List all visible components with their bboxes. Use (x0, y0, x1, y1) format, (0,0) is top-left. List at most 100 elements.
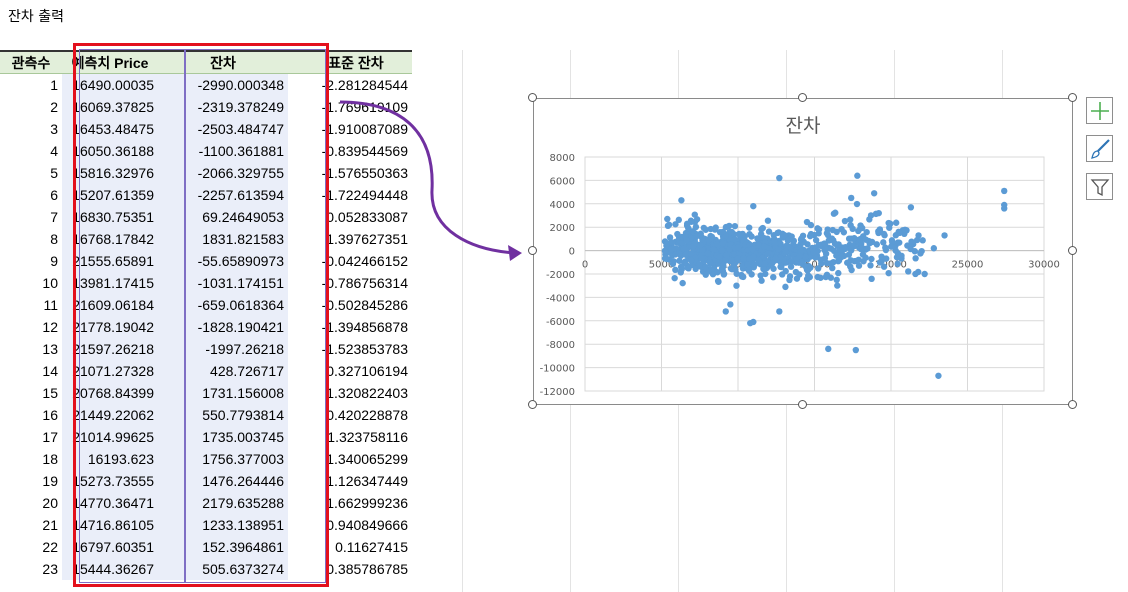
cell-res[interactable]: 550.7793814 (158, 404, 288, 426)
cell-obs[interactable]: 16 (42, 407, 58, 423)
cell-pred[interactable]: 13981.17415 (62, 272, 158, 294)
scatter-point[interactable] (757, 272, 764, 279)
scatter-point[interactable] (825, 345, 832, 353)
scatter-point[interactable] (786, 276, 793, 284)
cell-obs[interactable]: 6 (50, 187, 58, 203)
cell-pred[interactable]: 15273.73555 (62, 470, 158, 492)
cell-res[interactable]: -2066.329755 (158, 162, 288, 184)
resize-handle-s[interactable] (798, 400, 807, 409)
scatter-point[interactable] (664, 215, 671, 223)
cell-res[interactable]: -1031.174151 (158, 272, 288, 294)
scatter-point[interactable] (834, 282, 841, 289)
scatter-point[interactable] (876, 226, 884, 233)
scatter-point[interactable] (888, 243, 895, 250)
scatter-point[interactable] (796, 252, 804, 260)
scatter-point[interactable] (1001, 187, 1008, 195)
scatter-point[interactable] (815, 241, 823, 249)
scatter-point[interactable] (747, 319, 754, 327)
scatter-point[interactable] (688, 257, 695, 264)
scatter-point[interactable] (885, 219, 892, 227)
scatter-point[interactable] (663, 255, 670, 263)
scatter-point[interactable] (744, 261, 751, 268)
scatter-point[interactable] (778, 263, 785, 271)
cell-obs[interactable]: 19 (42, 473, 58, 489)
scatter-point[interactable] (725, 222, 733, 230)
resize-handle-se[interactable] (1068, 400, 1077, 409)
cell-std[interactable]: 1.320822403 (326, 385, 408, 401)
scatter-point[interactable] (740, 255, 748, 262)
scatter-point[interactable] (693, 233, 700, 240)
scatter-point[interactable] (901, 226, 909, 234)
scatter-point[interactable] (835, 269, 842, 277)
scatter-point[interactable] (720, 271, 727, 278)
scatter-point[interactable] (908, 238, 915, 245)
scatter-point[interactable] (907, 204, 915, 211)
scatter-point[interactable] (731, 251, 738, 258)
scatter-point[interactable] (913, 236, 921, 244)
scatter-point[interactable] (719, 239, 727, 247)
scatter-point[interactable] (817, 274, 824, 281)
scatter-point[interactable] (687, 250, 695, 257)
scatter-point[interactable] (746, 224, 753, 231)
scatter-point[interactable] (683, 237, 690, 244)
scatter-point[interactable] (765, 228, 773, 235)
cell-obs[interactable]: 1 (50, 77, 58, 93)
resize-handle-ne[interactable] (1068, 93, 1077, 102)
cell-obs[interactable]: 8 (50, 231, 58, 247)
cell-obs[interactable]: 17 (42, 429, 58, 445)
cell-std[interactable]: -1.910087089 (321, 121, 408, 137)
cell-std[interactable]: -0.839544569 (321, 143, 408, 159)
scatter-point[interactable] (671, 274, 678, 282)
scatter-point[interactable] (720, 262, 727, 269)
scatter-point[interactable] (665, 221, 673, 228)
chart-title[interactable]: 잔차 (786, 115, 821, 137)
scatter-point[interactable] (770, 273, 777, 281)
scatter-point[interactable] (697, 241, 704, 249)
cell-res[interactable]: -55.65890973 (158, 250, 288, 272)
scatter-point[interactable] (774, 229, 781, 237)
scatter-point[interactable] (723, 252, 730, 259)
cell-obs[interactable]: 13 (42, 341, 58, 357)
cell-std[interactable]: 0.327106194 (326, 363, 408, 379)
scatter-point[interactable] (894, 239, 902, 246)
scatter-point[interactable] (828, 235, 836, 242)
cell-res[interactable]: 1831.821583 (158, 228, 288, 250)
cell-obs[interactable]: 5 (50, 165, 58, 181)
scatter-point[interactable] (758, 226, 765, 233)
scatter-point[interactable] (853, 200, 861, 208)
cell-res[interactable]: -2319.378249 (158, 96, 288, 118)
chart-styles-button[interactable] (1086, 135, 1113, 162)
scatter-point[interactable] (758, 277, 765, 284)
scatter-point[interactable] (885, 269, 892, 277)
scatter-point[interactable] (844, 259, 851, 266)
scatter-point[interactable] (935, 372, 942, 379)
scatter-point[interactable] (693, 216, 701, 223)
scatter-point[interactable] (856, 236, 863, 244)
scatter-point[interactable] (792, 268, 800, 276)
scatter-point[interactable] (726, 236, 734, 243)
scatter-point[interactable] (867, 262, 874, 269)
scatter-point[interactable] (872, 210, 880, 218)
scatter-point[interactable] (886, 224, 893, 231)
scatter-point[interactable] (675, 216, 683, 224)
scatter-point[interactable] (672, 266, 679, 274)
cell-std[interactable]: -1.576550363 (321, 165, 408, 181)
scatter-point[interactable] (821, 241, 829, 248)
cell-pred[interactable]: 16797.60351 (62, 536, 158, 558)
scatter-point[interactable] (841, 245, 849, 253)
scatter-point[interactable] (829, 264, 836, 272)
scatter-point[interactable] (722, 257, 729, 264)
scatter-point[interactable] (689, 242, 697, 250)
scatter-point[interactable] (892, 219, 900, 226)
scatter-point[interactable] (835, 241, 842, 248)
cell-res[interactable]: 1476.264446 (158, 470, 288, 492)
cell-std[interactable]: -0.786756314 (321, 275, 408, 291)
scatter-point[interactable] (810, 249, 817, 256)
scatter-point[interactable] (705, 236, 712, 244)
scatter-point[interactable] (760, 265, 767, 273)
scatter-point[interactable] (852, 346, 860, 354)
cell-pred[interactable]: 15444.36267 (62, 558, 158, 580)
cell-std[interactable]: -2.281284544 (321, 77, 408, 93)
scatter-point[interactable] (735, 230, 743, 238)
scatter-point[interactable] (838, 253, 845, 261)
